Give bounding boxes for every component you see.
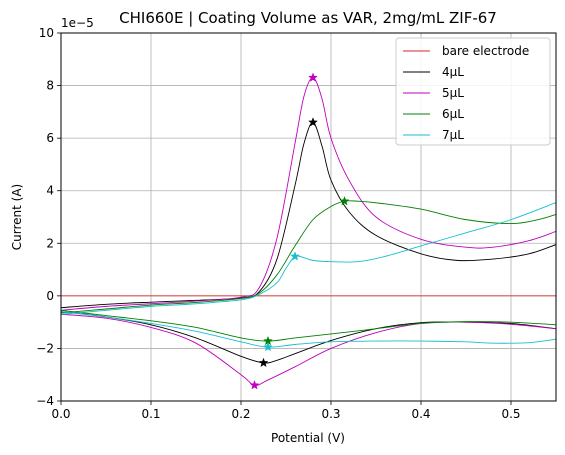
series-7-l-forward-line [61,202,556,315]
y-tick-label: 4 [46,184,54,198]
series-6-l [61,196,556,346]
legend-label: 7μL [442,128,464,142]
peak-marker [263,341,273,352]
series-6-l-forward-line [61,200,556,314]
y-axis-label: Current (A) [10,184,24,250]
y-scale-multiplier: 1e−5 [61,16,94,30]
legend-label: 5μL [442,86,464,100]
peak-marker [308,117,318,127]
peak-marker [308,72,318,82]
x-axis-label: Potential (V) [271,431,345,445]
peak-marker [258,357,269,368]
y-tick-label: 8 [46,79,54,93]
peak-marker [339,196,350,206]
x-tick-label: 0.5 [501,407,520,421]
series-6-l-reverse-line [61,309,556,342]
peak-marker [290,251,300,261]
x-tick-label: 0.0 [51,407,70,421]
series-7-l-reverse-line [61,311,556,348]
y-tick-label: 10 [39,26,54,40]
y-tick-label: −4 [36,394,54,408]
x-tick-label: 0.3 [321,407,340,421]
plot-frame [60,32,557,402]
legend-label: 4μL [442,65,464,79]
y-tick-label: −2 [36,341,54,355]
y-tick-label: 0 [46,289,54,303]
y-tick-label: 2 [46,236,54,250]
chart-title: CHI660E | Coating Volume as VAR, 2mg/mL … [119,9,497,27]
plot-series [61,72,556,390]
series-7-l [61,202,556,352]
legend-box [395,37,551,146]
peak-marker [249,380,260,390]
legend-label: 6μL [442,107,464,121]
x-tick-label: 0.4 [411,407,430,421]
axis-ticks: 0.0 0.1 0.2 0.3 0.4 0.5 −4 −2 0 2 4 6 8 10 [36,26,520,421]
y-tick-label: 6 [46,131,54,145]
x-tick-label: 0.2 [231,407,250,421]
legend-label: bare electrode [442,44,529,58]
x-tick-label: 0.1 [141,407,160,421]
legend: bare electrode 4μL 5μL 6μL 7μL [395,37,551,146]
